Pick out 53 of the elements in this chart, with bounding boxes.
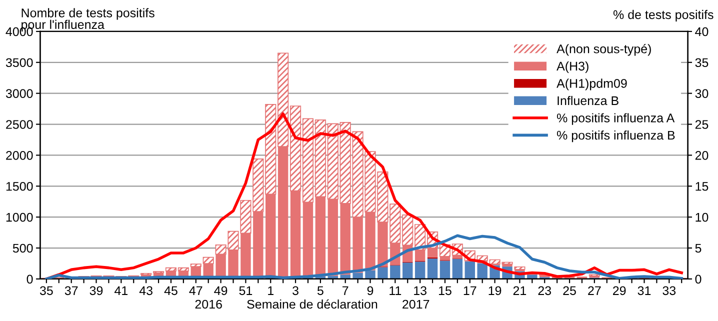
y2-tick-label: 25 xyxy=(695,120,708,129)
x-tick-label: 43 xyxy=(139,286,152,296)
y2-tick-label: 40 xyxy=(695,27,708,36)
y2-tick-label: 10 xyxy=(696,212,708,222)
x-tick-label: 9 xyxy=(367,286,374,296)
x-tick-label: 5 xyxy=(317,286,324,296)
legend-label: % positifs influenza B xyxy=(556,130,675,142)
x-tick-label: 15 xyxy=(438,286,452,296)
x-tick-label: 11 xyxy=(390,286,402,295)
y2-tick-label: 15 xyxy=(696,182,708,191)
x-tick-label: 49 xyxy=(214,286,228,296)
y-tick-label: 1000 xyxy=(6,212,33,222)
y-tick-label: 1500 xyxy=(6,182,33,191)
x-tick-label: 35 xyxy=(40,286,53,296)
y-tick-label: 500 xyxy=(12,244,33,253)
x-tick-label: 7 xyxy=(342,286,348,295)
y-tick-label: 2000 xyxy=(6,151,33,160)
x-axis-title: Semaine de déclaration xyxy=(247,299,378,309)
y2-tick-label: 35 xyxy=(695,58,708,68)
legend-label: A(H1)pdm09 xyxy=(556,78,627,90)
text: 2016 xyxy=(195,300,222,309)
x-tick-label: 37 xyxy=(64,286,78,296)
y2-tick-label: 5 xyxy=(695,244,702,253)
y2-tick-label: 20 xyxy=(695,151,708,160)
x-tick-label: 45 xyxy=(164,286,178,296)
x-tick-label: 1 xyxy=(268,286,274,295)
x-tick-label: 17 xyxy=(464,286,476,295)
x-tick-label: 27 xyxy=(588,286,601,295)
legend-label: A(non sous-typé) xyxy=(556,44,651,56)
text: 2017 xyxy=(402,300,430,309)
x-tick-label: 23 xyxy=(538,286,552,296)
x-tick-label: 39 xyxy=(90,286,103,296)
y2-tick-label: 0 xyxy=(695,274,702,284)
x-tick-label: 21 xyxy=(513,286,526,295)
x-tick-label: 33 xyxy=(662,286,676,296)
legend-label: % positifs influenza A xyxy=(556,113,675,125)
y-tick-label: 3000 xyxy=(6,89,33,98)
x-tick-label: 51 xyxy=(239,286,252,296)
x-tick-label: 47 xyxy=(189,286,202,295)
x-tick-label: 31 xyxy=(638,286,651,296)
x-tick-label: 41 xyxy=(114,286,128,295)
y-tick-label: 3500 xyxy=(6,58,33,68)
y2-axis-title: % de tests positifs xyxy=(613,10,714,22)
legend-label: Influenza B xyxy=(558,96,618,106)
x-tick-label: 3 xyxy=(292,286,298,296)
x-tick-label: 29 xyxy=(613,286,626,296)
x-tick-label: 19 xyxy=(488,286,502,296)
x-tick-label: 13 xyxy=(414,286,426,296)
y2-tick-label: 30 xyxy=(695,89,708,98)
x-tick-label: 25 xyxy=(563,286,576,296)
y-tick-label: 0 xyxy=(26,274,33,284)
legend-label: A(H3) xyxy=(556,61,588,74)
y-tick-label: 2500 xyxy=(6,120,33,129)
